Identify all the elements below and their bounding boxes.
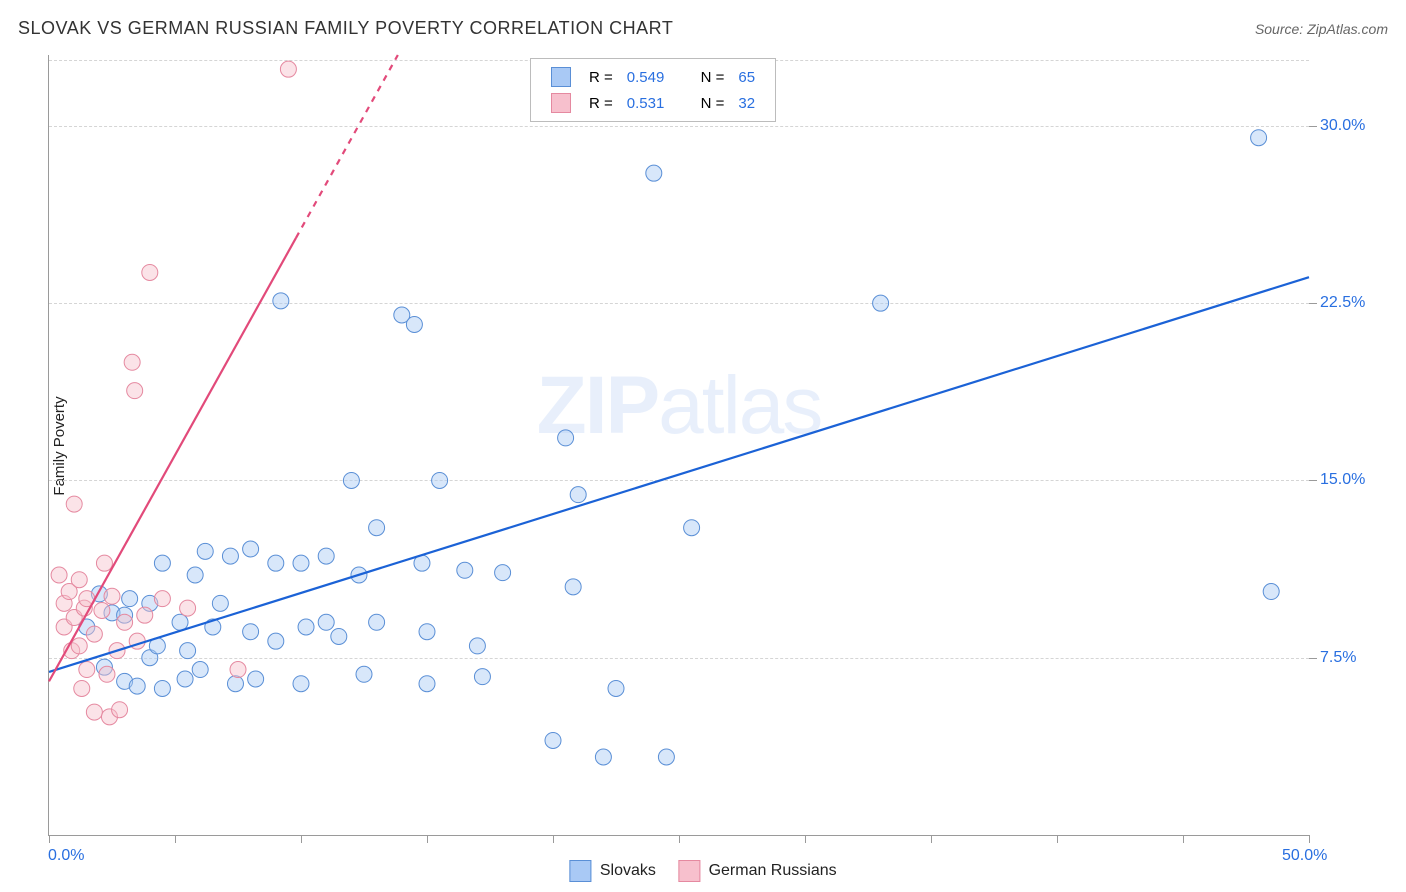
scatter-point — [104, 588, 120, 604]
stats-legend: R = 0.549 N = 65 R = 0.531 N = 32 — [530, 58, 776, 122]
scatter-point — [658, 749, 674, 765]
scatter-point — [187, 567, 203, 583]
source-label: Source: ZipAtlas.com — [1255, 21, 1388, 37]
legend-label-slovaks: Slovaks — [600, 862, 656, 879]
scatter-point — [51, 567, 67, 583]
scatter-point — [117, 614, 133, 630]
scatter-point — [356, 666, 372, 682]
r-value-german-russians: 0.531 — [621, 91, 671, 115]
scatter-point — [227, 676, 243, 692]
scatter-point — [230, 662, 246, 678]
scatter-point — [129, 678, 145, 694]
scatter-point — [273, 293, 289, 309]
y-tick-label: 7.5% — [1320, 649, 1356, 667]
scatter-point — [222, 548, 238, 564]
swatch-german-russians — [551, 93, 571, 113]
scatter-point — [197, 543, 213, 559]
scatter-point — [570, 487, 586, 503]
scatter-point — [369, 614, 385, 630]
scatter-point — [127, 383, 143, 399]
x-min-label: 0.0% — [48, 847, 84, 865]
scatter-point — [646, 165, 662, 181]
scatter-point — [432, 472, 448, 488]
scatter-point — [293, 676, 309, 692]
scatter-point — [96, 555, 112, 571]
swatch-slovaks-bottom — [569, 860, 591, 882]
scatter-point — [248, 671, 264, 687]
scatter-point — [419, 624, 435, 640]
scatter-point — [74, 680, 90, 696]
scatter-point — [192, 662, 208, 678]
scatter-point — [243, 624, 259, 640]
scatter-point — [180, 600, 196, 616]
scatter-point — [79, 662, 95, 678]
scatter-point — [124, 354, 140, 370]
scatter-point — [137, 607, 153, 623]
x-max-label: 50.0% — [1282, 847, 1327, 865]
scatter-point — [558, 430, 574, 446]
scatter-point — [180, 643, 196, 659]
scatter-point — [1251, 130, 1267, 146]
swatch-german-russians-bottom — [678, 860, 700, 882]
scatter-point — [419, 676, 435, 692]
scatter-point — [94, 602, 110, 618]
scatter-point — [873, 295, 889, 311]
scatter-point — [154, 591, 170, 607]
scatter-point — [608, 680, 624, 696]
scatter-point — [268, 633, 284, 649]
scatter-point — [406, 316, 422, 332]
scatter-point — [457, 562, 473, 578]
scatter-point — [154, 555, 170, 571]
swatch-slovaks — [551, 67, 571, 87]
legend-label-german-russians: German Russians — [709, 862, 837, 879]
scatter-point — [280, 61, 296, 77]
series-legend: Slovaks German Russians — [569, 860, 836, 882]
scatter-point — [469, 638, 485, 654]
scatter-point — [154, 680, 170, 696]
scatter-point — [565, 579, 581, 595]
scatter-point — [86, 626, 102, 642]
scatter-point — [331, 628, 347, 644]
scatter-point — [212, 595, 228, 611]
scatter-point — [66, 496, 82, 512]
scatter-point — [99, 666, 115, 682]
scatter-point — [474, 669, 490, 685]
scatter-point — [71, 572, 87, 588]
scatter-point — [86, 704, 102, 720]
scatter-point — [343, 472, 359, 488]
scatter-point — [545, 732, 561, 748]
scatter-point — [177, 671, 193, 687]
scatter-point — [495, 565, 511, 581]
chart-title: SLOVAK VS GERMAN RUSSIAN FAMILY POVERTY … — [18, 18, 673, 39]
scatter-point — [318, 614, 334, 630]
scatter-point — [369, 520, 385, 536]
scatter-point — [268, 555, 284, 571]
scatter-point — [71, 638, 87, 654]
y-tick-label: 22.5% — [1320, 294, 1365, 312]
scatter-point — [318, 548, 334, 564]
scatter-point — [122, 591, 138, 607]
scatter-svg — [49, 55, 1309, 835]
scatter-point — [298, 619, 314, 635]
stats-row-german-russians: R = 0.531 N = 32 — [545, 91, 761, 115]
scatter-point — [684, 520, 700, 536]
scatter-point — [595, 749, 611, 765]
title-bar: SLOVAK VS GERMAN RUSSIAN FAMILY POVERTY … — [18, 18, 1388, 39]
plot-area: ZIPatlas — [48, 55, 1309, 836]
scatter-point — [243, 541, 259, 557]
r-value-slovaks: 0.549 — [621, 65, 671, 89]
scatter-point — [172, 614, 188, 630]
scatter-point — [142, 264, 158, 280]
scatter-point — [112, 702, 128, 718]
y-tick-label: 15.0% — [1320, 471, 1365, 489]
scatter-point — [1263, 584, 1279, 600]
n-value-slovaks: 65 — [732, 65, 761, 89]
n-value-german-russians: 32 — [732, 91, 761, 115]
y-tick-label: 30.0% — [1320, 117, 1365, 135]
stats-row-slovaks: R = 0.549 N = 65 — [545, 65, 761, 89]
scatter-point — [293, 555, 309, 571]
